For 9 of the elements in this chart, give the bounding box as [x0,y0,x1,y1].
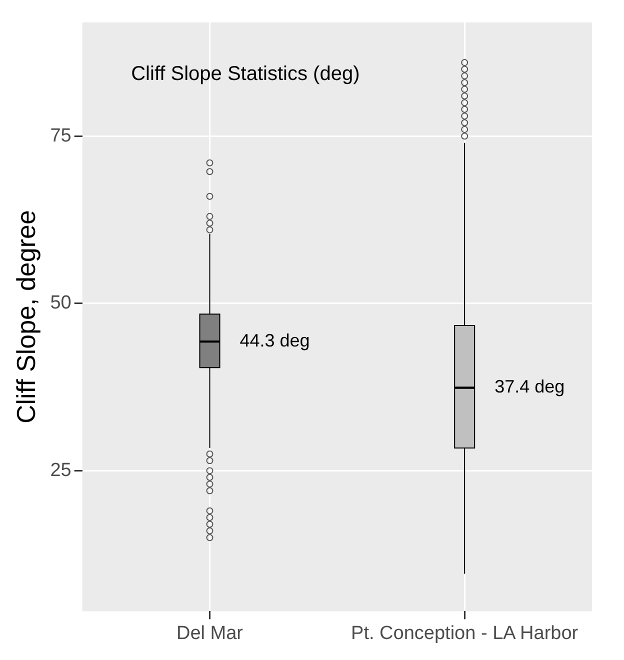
y-tick-label: 25 [50,460,72,481]
annotation: 44.3 deg [240,330,310,351]
y-axis-title: Cliff Slope, degree [10,210,41,424]
annotation: 37.4 deg [494,376,565,397]
y-tick-label: 50 [50,292,72,314]
y-tick-label: 75 [50,125,72,146]
text: Cliff Slope Statistics (deg) [131,62,360,85]
x-tick-label: Pt. Conception - LA Harbor [351,622,579,644]
x-tick-label: Del Mar [176,622,244,644]
